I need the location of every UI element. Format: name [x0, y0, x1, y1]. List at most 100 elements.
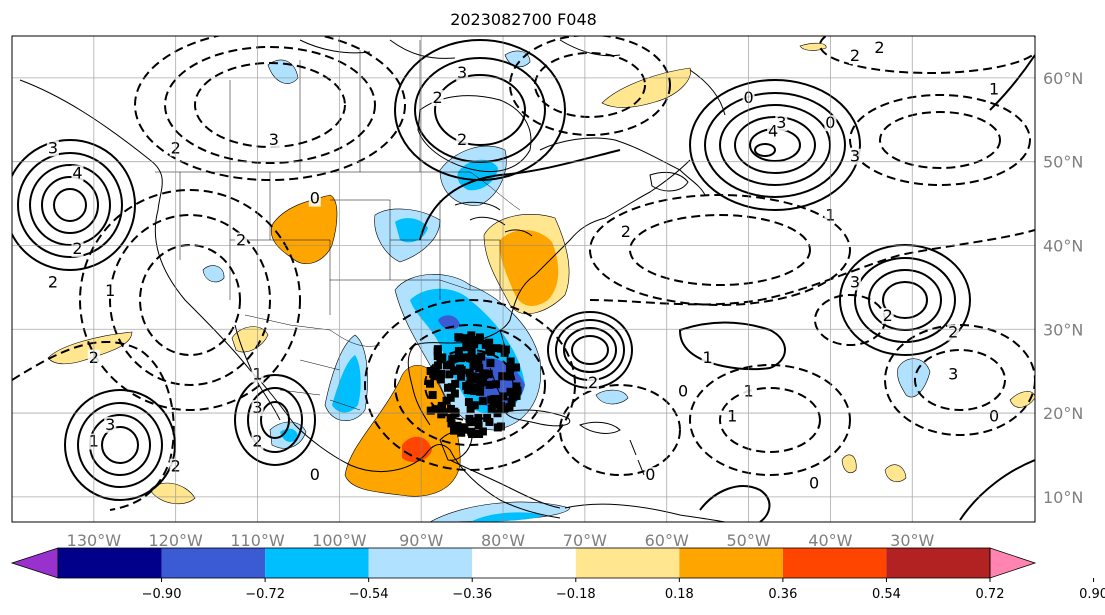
lat-tick-label: 20°N: [1043, 404, 1083, 423]
stipple-mark: [455, 333, 464, 342]
stipple-mark: [437, 401, 446, 410]
contour-pos-m3: [260, 401, 290, 439]
shade-negative-carib: [595, 389, 629, 405]
stipple-mark: [512, 382, 521, 391]
shade-negative-plains-small: [202, 265, 225, 283]
stipple-mark: [500, 348, 509, 357]
lat-tick-label: 40°N: [1043, 236, 1083, 255]
contour-label-bg: [104, 282, 117, 299]
contour-label-bg: [947, 366, 960, 383]
stipple-mark: [457, 354, 466, 363]
stipple-mark: [505, 365, 514, 374]
hudson-bay: [417, 95, 532, 173]
contour-label: 3: [269, 130, 279, 149]
coastlines: [19, 39, 726, 522]
contour-pos-w2: [17, 152, 123, 258]
stipple-mark: [431, 405, 440, 414]
colorbar-extend-low: [10, 547, 59, 579]
lon-tick-label: 80°W: [481, 531, 525, 550]
stipple-mark: [450, 366, 459, 375]
stipple-mark: [433, 345, 442, 354]
contour-label: 3: [948, 365, 958, 384]
contour-neg-16: [629, 214, 811, 286]
stipple-mark: [445, 370, 454, 379]
contour-label: 2: [236, 230, 246, 249]
contour-pos-a2: [854, 257, 956, 343]
shade-negative-atlantic-east: [897, 358, 931, 398]
stipple-mark: [437, 370, 446, 379]
stipple-mark: [461, 334, 470, 343]
stipple-mark: [466, 404, 475, 413]
contour-label: 0: [678, 381, 688, 400]
contour-pos-ne: [989, 54, 1035, 111]
stipple-mark: [474, 358, 483, 367]
colorbar-segment: [886, 548, 990, 578]
negative-contours: [12, 36, 1035, 511]
colorbar-segment: [782, 548, 887, 578]
lat-tick-label: 50°N: [1043, 153, 1083, 172]
stipple-mark: [474, 414, 483, 423]
stipple-mark: [462, 353, 471, 362]
contour-label-bg: [308, 190, 321, 207]
contour-pos-l1: [689, 79, 861, 211]
colorbar-label: 0.90: [1079, 587, 1105, 602]
contour-label: 2: [457, 130, 467, 149]
stipple-mark: [497, 344, 506, 353]
stipple-mark: [490, 394, 499, 403]
stipple-mark: [468, 430, 477, 439]
stipple-mark: [437, 410, 446, 419]
stipple-mark: [474, 421, 483, 430]
contour-label: 2: [948, 323, 958, 342]
us-mexico-border: [244, 314, 381, 347]
contour-pos-c3: [563, 327, 617, 373]
contour-label-bg: [71, 165, 84, 182]
contour-label: 2: [850, 46, 860, 65]
shade-positive-east-atlantic: [1009, 391, 1035, 408]
stipple-mark: [467, 386, 476, 395]
shade-positive-atlantic-small-2: [884, 464, 907, 483]
south-america: [564, 503, 726, 522]
north-america-coast: [19, 79, 691, 519]
colorbar-label: −0.36: [452, 587, 492, 602]
contour-label: 3: [850, 272, 860, 291]
contour-label: 2: [621, 222, 631, 241]
contour-label-bg: [235, 232, 248, 249]
stipple-mark: [478, 377, 487, 386]
contour-label-bg: [431, 90, 444, 107]
lon-tick-label: 60°W: [645, 531, 689, 550]
contour-neg-11: [139, 244, 241, 356]
lon-tick-label: 70°W: [563, 531, 607, 550]
stipple-mark: [460, 423, 468, 432]
gridlines: [12, 36, 1035, 522]
colorbar-label: −0.54: [349, 587, 389, 602]
contour-label-bg: [726, 408, 739, 425]
contour-label-bg: [848, 148, 861, 165]
contour-pos-atl1: [678, 321, 786, 371]
stipple-mark: [478, 427, 487, 436]
stipple-mark: [453, 421, 462, 430]
stipple-mark: [446, 414, 455, 423]
contour-neg-23: [12, 341, 175, 511]
contour-label: 2: [72, 239, 82, 258]
stipple-mark: [511, 363, 520, 372]
stipple-mark: [456, 372, 465, 381]
stipple-mark: [512, 391, 521, 400]
lon-tick-label: 130°W: [67, 531, 122, 550]
stipple-mark: [506, 357, 515, 366]
latitude-labels: 60°N 50°N 40°N 30°N 20°N 10°N: [1043, 69, 1083, 507]
lon-tick-label: 30°W: [890, 531, 934, 550]
shade-positive-atlantic-small: [841, 454, 857, 473]
stipple-mark: [450, 426, 459, 435]
stipple-mark: [486, 359, 495, 368]
newfoundland: [649, 171, 689, 192]
lon-tick-label: 110°W: [230, 531, 285, 550]
contour-neg-17: [884, 324, 1035, 436]
stipple-mark: [470, 340, 479, 349]
colorbar-outline: [57, 547, 991, 579]
lat-tick-label: 30°N: [1043, 320, 1083, 339]
contour-label: 2: [588, 373, 598, 392]
contour-pos-l4: [734, 116, 816, 174]
labrador: [539, 137, 706, 196]
contour-label-bg: [104, 416, 117, 433]
contour-label: 0: [310, 189, 320, 208]
